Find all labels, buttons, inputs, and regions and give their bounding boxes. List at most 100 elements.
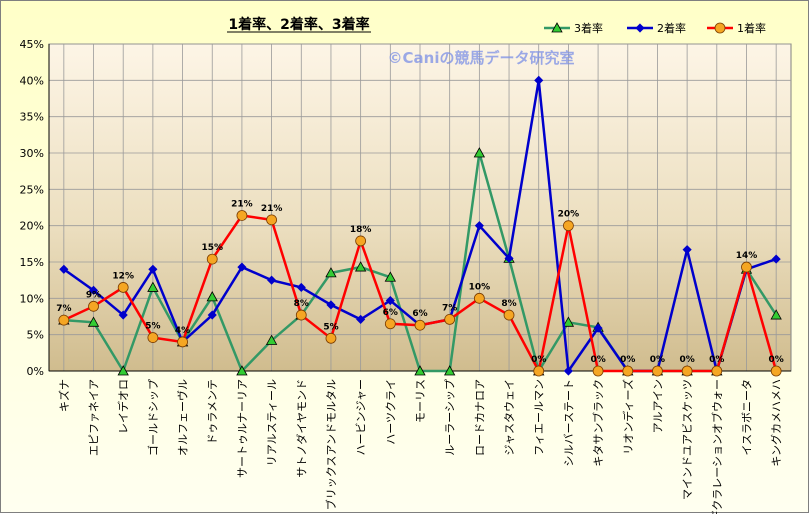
data-label: 4% bbox=[175, 326, 190, 336]
x-category-label: キズナ bbox=[57, 379, 71, 412]
y-tick-label: 5% bbox=[27, 329, 44, 342]
data-point bbox=[593, 323, 603, 333]
data-label: 0% bbox=[620, 355, 635, 365]
data-label: 21% bbox=[261, 204, 283, 214]
x-category-label: ジャスタウェイ bbox=[503, 379, 516, 455]
x-category-label: マインドユアビスケッツ bbox=[681, 379, 694, 500]
data-point bbox=[385, 295, 395, 306]
axes: 0% 5% 10% 15% 20% 25% 30% 35% 40% 45% キズナ エピファネイア レイ… bbox=[20, 38, 791, 514]
data-point bbox=[592, 365, 604, 377]
data-point bbox=[562, 316, 575, 327]
data-point bbox=[711, 365, 723, 377]
data-point bbox=[88, 300, 99, 312]
legend-label: 3着率 bbox=[574, 21, 603, 35]
x-category-label: デクラレーションオブウォー bbox=[710, 379, 724, 514]
data-point bbox=[681, 365, 693, 377]
data-point bbox=[177, 336, 188, 348]
data-label: 5% bbox=[145, 322, 160, 332]
data-point bbox=[741, 261, 752, 273]
data-point bbox=[414, 319, 426, 331]
data-point bbox=[503, 309, 515, 321]
data-point bbox=[504, 253, 514, 263]
data-point bbox=[354, 261, 367, 272]
y-tick-label: 40% bbox=[20, 74, 44, 87]
data-point bbox=[771, 254, 781, 264]
data-point bbox=[473, 147, 486, 158]
x-category-label: サトノダイヤモンド bbox=[294, 379, 308, 478]
x-category-label: ドゥラメンテ bbox=[206, 379, 219, 445]
data-point bbox=[563, 366, 573, 376]
data-label: 20% bbox=[558, 210, 580, 220]
data-point bbox=[770, 309, 782, 320]
data-label: 9% bbox=[86, 290, 101, 300]
data-point bbox=[533, 365, 545, 377]
legend-label: 2着率 bbox=[657, 21, 686, 35]
data-point bbox=[682, 245, 692, 255]
y-tick-label: 10% bbox=[20, 292, 44, 305]
data-label: 7% bbox=[442, 303, 457, 313]
x-category-label: リオンディーズ bbox=[621, 379, 635, 455]
legend-swatch-marker bbox=[551, 22, 563, 33]
data-point bbox=[622, 365, 634, 377]
data-label: 5% bbox=[323, 322, 338, 332]
chart-title: 1着率、2着率、3着率 bbox=[228, 16, 369, 33]
data-point bbox=[770, 365, 782, 377]
data-label: 12% bbox=[112, 271, 134, 281]
data-point bbox=[87, 316, 100, 327]
x-category-label: キングカメハメハ bbox=[769, 379, 783, 467]
data-label: 8% bbox=[294, 299, 309, 309]
data-point bbox=[147, 281, 159, 292]
data-label: 0% bbox=[679, 355, 694, 365]
y-tick-label: 30% bbox=[20, 147, 44, 160]
data-point bbox=[206, 291, 218, 302]
data-label: 0% bbox=[650, 355, 665, 365]
data-point bbox=[147, 332, 159, 343]
data-point bbox=[384, 318, 396, 330]
x-category-label: エピファネイア bbox=[88, 379, 101, 456]
legend-label: 1着率 bbox=[737, 21, 766, 35]
data-point bbox=[326, 300, 336, 310]
data-point bbox=[265, 334, 278, 345]
x-category-label: シルバーステート bbox=[562, 379, 575, 466]
x-category-label: ハーツクライ bbox=[384, 379, 397, 445]
y-tick-label: 45% bbox=[20, 38, 44, 51]
x-category-label: アルアイン bbox=[651, 379, 664, 433]
data-label: 0% bbox=[709, 355, 724, 365]
x-category-label: ルーラーシップ bbox=[444, 379, 457, 456]
data-point bbox=[474, 221, 484, 231]
data-label: 14% bbox=[736, 251, 758, 261]
data-point bbox=[356, 314, 366, 324]
data-point bbox=[117, 365, 129, 376]
x-category-label: ブリックスアンドモルタル bbox=[324, 379, 338, 510]
data-label: 0% bbox=[769, 355, 784, 365]
data-point bbox=[473, 292, 485, 304]
data-point bbox=[88, 285, 99, 295]
data-point bbox=[444, 314, 456, 325]
data-labels: 7% 9% 12% 5% 4% 15% 21% 21% 8% 5% 18% 6% 6% 7% 10% 8% 0%… bbox=[56, 199, 784, 365]
data-point bbox=[266, 214, 278, 226]
data-point bbox=[236, 365, 248, 376]
data-point bbox=[414, 365, 426, 376]
data-point bbox=[237, 262, 247, 272]
watermark: ©Caniの競馬データ研究室 bbox=[388, 49, 575, 67]
data-label: 0% bbox=[531, 355, 546, 365]
x-category-label: サートゥルナーリア bbox=[236, 379, 249, 478]
data-point bbox=[117, 282, 129, 293]
y-tick-label: 35% bbox=[20, 111, 44, 124]
series-circle bbox=[58, 210, 782, 377]
data-point bbox=[148, 264, 158, 274]
data-point bbox=[534, 75, 544, 85]
y-tick-label: 25% bbox=[20, 183, 44, 196]
x-category-label: オルフェーヴル bbox=[176, 379, 190, 456]
data-label: 8% bbox=[501, 299, 516, 309]
x-category-label: リアルスティール bbox=[266, 379, 279, 466]
data-label: 6% bbox=[383, 308, 398, 318]
data-label: 18% bbox=[350, 225, 372, 235]
x-category-label: イスラボニータ bbox=[740, 379, 753, 456]
data-point bbox=[295, 309, 307, 321]
data-label: 7% bbox=[56, 304, 71, 314]
x-category-label: ロードカナロア bbox=[473, 379, 486, 456]
data-point bbox=[59, 264, 69, 274]
